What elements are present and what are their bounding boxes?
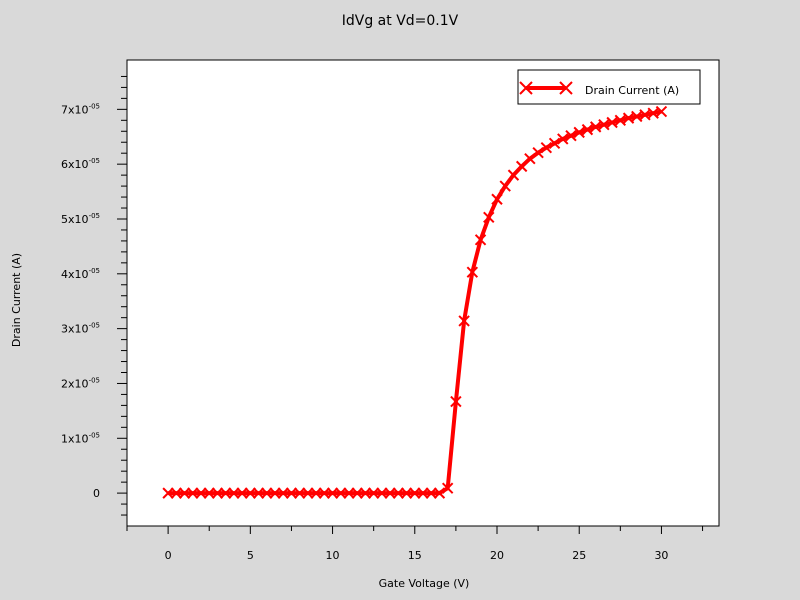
y-tick-label: 7x10-05 [61, 102, 100, 116]
data-point-marker [178, 487, 191, 499]
data-point-marker [433, 487, 446, 499]
data-point-marker [425, 487, 437, 499]
x-axis-label: Gate Voltage (V) [379, 577, 470, 590]
data-point-marker [219, 487, 232, 499]
data-point-marker [392, 487, 405, 499]
data-point-marker [277, 487, 289, 499]
data-point-marker [310, 487, 322, 499]
data-point-marker [376, 487, 388, 499]
data-point-marker [359, 487, 372, 499]
data-point-marker [269, 487, 281, 499]
axis-ticks [117, 75, 704, 534]
data-point-marker [170, 487, 183, 499]
x-tick-labels: 0 5 10 15 20 25 30 [165, 549, 669, 562]
data-point-marker [532, 146, 544, 159]
data-point-marker [409, 487, 421, 499]
legend-marker [519, 81, 573, 95]
data-point-marker [524, 152, 536, 165]
data-point-marker [335, 487, 347, 499]
y-tick-label: 4x10-05 [61, 267, 100, 281]
data-point-marker [318, 487, 331, 499]
series-drain-current [162, 105, 668, 499]
data-point-marker [598, 118, 610, 131]
y-tick-label: 0 [93, 487, 100, 500]
data-point-marker [474, 234, 487, 246]
y-tick-label: 1x10-05 [61, 431, 100, 445]
data-point-marker [491, 193, 503, 205]
data-point-marker [466, 266, 479, 278]
data-point-marker [244, 487, 257, 499]
data-point-marker [236, 487, 248, 499]
x-tick-label: 30 [654, 549, 668, 562]
plot-area [126, 59, 720, 527]
data-point-marker [203, 487, 215, 499]
data-point-marker [606, 116, 618, 129]
x-tick-label: 5 [247, 549, 254, 562]
x-tick-label: 20 [490, 549, 504, 562]
data-point-marker [441, 482, 454, 494]
data-point-marker [557, 133, 569, 145]
data-point-marker [187, 487, 199, 499]
data-point-marker [655, 105, 668, 118]
x-tick-label: 10 [326, 549, 340, 562]
data-point-marker [261, 487, 273, 499]
legend-x-marker [519, 81, 533, 95]
data-point-marker [614, 114, 627, 127]
y-tick-label: 6x10-05 [61, 157, 100, 171]
data-point-marker [228, 487, 240, 499]
data-point-marker [162, 487, 174, 499]
y-tick-label: 2x10-05 [61, 376, 100, 390]
data-point-marker [293, 487, 306, 499]
data-point-marker [252, 487, 265, 499]
data-point-marker [581, 123, 594, 136]
x-tick-label: 15 [408, 549, 422, 562]
data-point-marker [417, 487, 429, 499]
data-point-marker [343, 487, 355, 499]
y-tick-label: 5x10-05 [61, 212, 100, 226]
data-point-marker [326, 487, 339, 499]
data-point-marker [483, 211, 495, 224]
data-point-marker [548, 137, 561, 150]
data-point-marker [400, 487, 413, 499]
data-point-marker [540, 142, 553, 154]
data-point-marker [195, 487, 207, 499]
x-tick-label: 25 [572, 549, 586, 562]
y-axis-label: Drain Current (A) [10, 253, 23, 347]
y-tick-label: 3x10-05 [61, 322, 100, 336]
chart-title: IdVg at Vd=0.1V [342, 13, 459, 29]
data-point-marker [499, 180, 511, 192]
data-point-marker [565, 129, 577, 142]
data-point-marker [351, 487, 363, 499]
data-point-marker [573, 126, 585, 139]
y-tick-labels: 0 1x10-05 2x10-05 3x10-05 4x10-05 5x10-05 6x10… [61, 102, 100, 500]
data-point-marker [507, 169, 520, 181]
data-point-marker [211, 487, 224, 499]
data-point-marker [367, 487, 380, 499]
data-point-marker [458, 315, 470, 327]
data-point-marker [384, 487, 396, 499]
data-point-marker [285, 487, 298, 499]
data-point-marker [302, 487, 314, 499]
data-point-marker [589, 121, 602, 133]
legend-label: Drain Current (A) [585, 84, 679, 97]
legend: Drain Current (A) [517, 69, 701, 105]
data-point-marker [450, 395, 462, 408]
x-tick-label: 0 [165, 549, 172, 562]
legend-x-marker [559, 81, 573, 95]
